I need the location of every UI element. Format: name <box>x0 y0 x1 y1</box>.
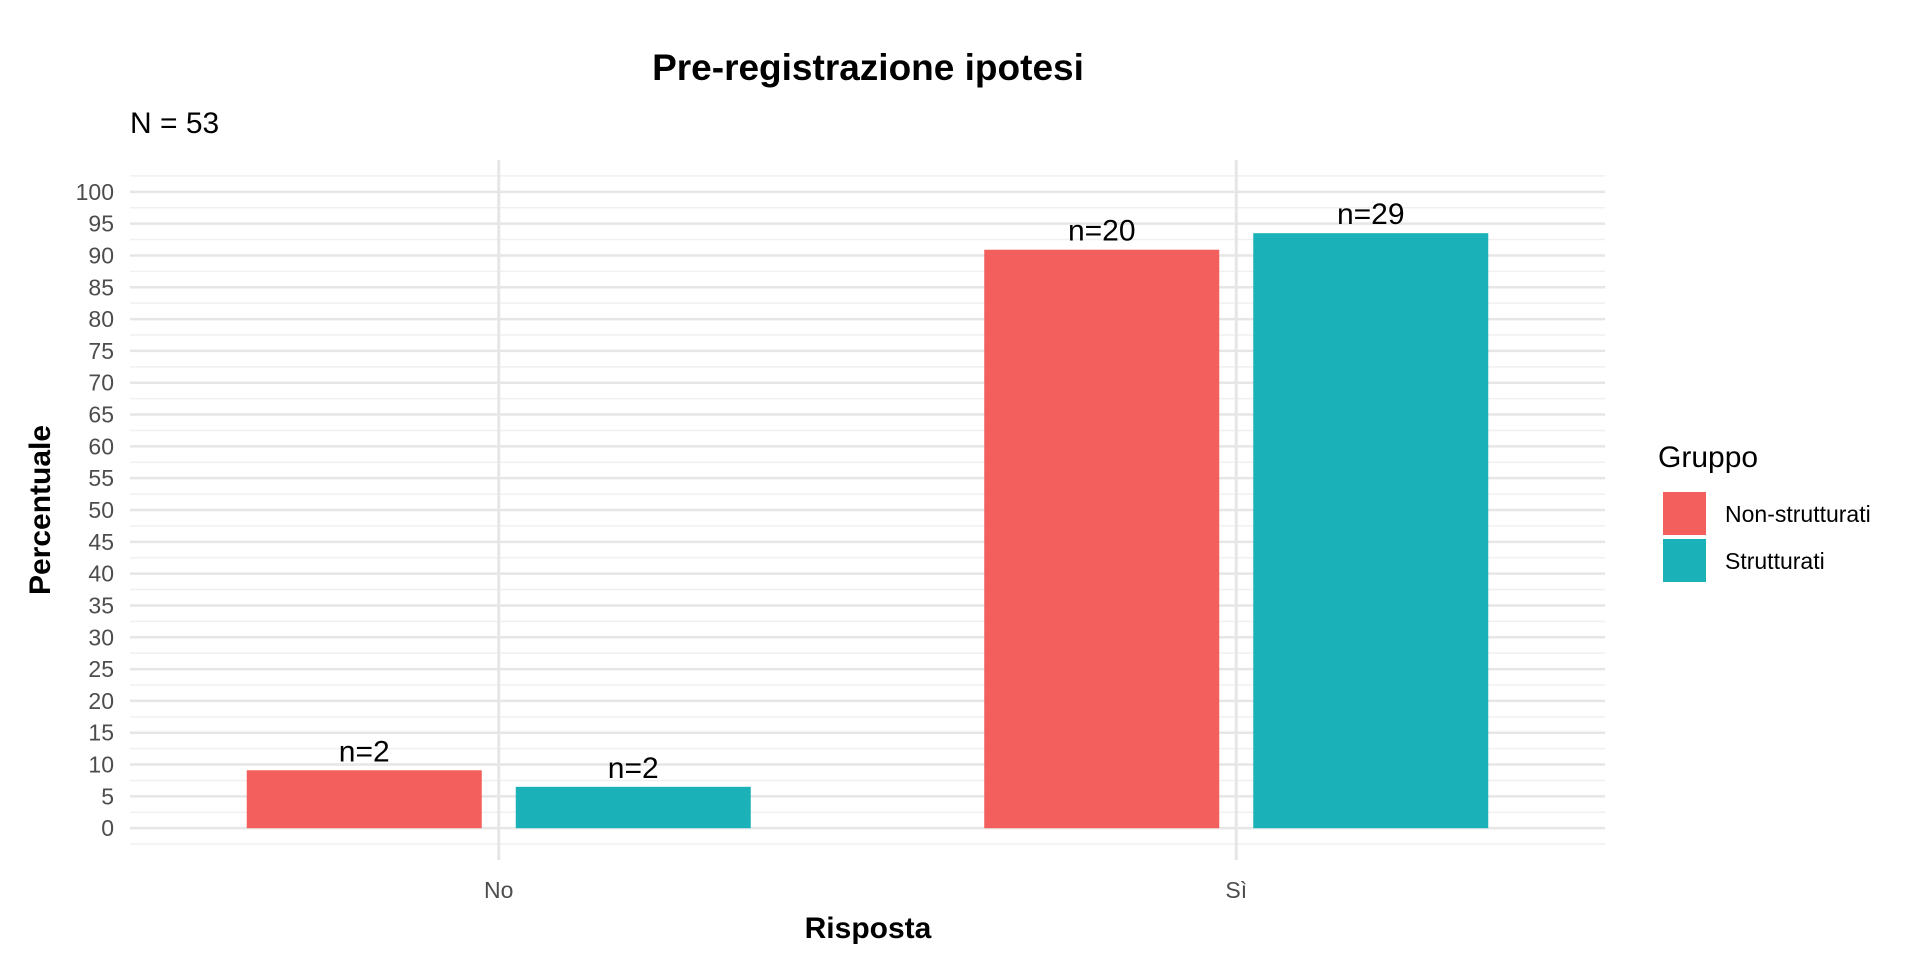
y-tick-label: 50 <box>88 497 114 523</box>
legend-label: Strutturati <box>1725 548 1825 574</box>
y-tick-label: 10 <box>88 752 114 778</box>
y-tick-label: 80 <box>88 306 114 332</box>
y-tick-label: 85 <box>88 274 114 300</box>
y-axis-ticks: 0 5 10 15 20 25 30 35 40 45 50 55 60 65 70 75 80 85 90 95 10… <box>76 179 114 841</box>
y-tick-label: 95 <box>88 211 114 237</box>
legend-label: Non-strutturati <box>1725 501 1871 527</box>
y-tick-label: 25 <box>88 656 114 682</box>
y-tick-label: 70 <box>88 370 114 396</box>
y-tick-label: 75 <box>88 338 114 364</box>
bars <box>246 233 1489 829</box>
bar-labels: n=2 n=20 n=2 n=29 <box>339 198 1405 785</box>
y-tick-label: 90 <box>88 242 114 268</box>
bar <box>1253 233 1489 829</box>
x-tick-label: Sì <box>1225 877 1247 903</box>
x-tick-label: No <box>484 877 513 903</box>
data-label: n=2 <box>339 735 390 768</box>
data-label: n=20 <box>1068 215 1136 248</box>
bar <box>246 770 482 829</box>
y-tick-label: 40 <box>88 561 114 587</box>
y-tick-label: 5 <box>101 783 114 809</box>
chart-subtitle: N = 53 <box>130 107 219 140</box>
data-label: n=29 <box>1337 198 1405 231</box>
legend-title: Gruppo <box>1658 441 1758 474</box>
y-tick-label: 60 <box>88 433 114 459</box>
legend-key <box>1663 492 1706 535</box>
y-tick-label: 15 <box>88 720 114 746</box>
y-tick-label: 35 <box>88 592 114 618</box>
y-axis-title: Percentuale <box>24 425 57 595</box>
y-tick-label: 45 <box>88 529 114 555</box>
data-label: n=2 <box>608 752 659 785</box>
bar <box>515 786 751 829</box>
chart-title: Pre-registrazione ipotesi <box>652 47 1084 88</box>
y-tick-label: 0 <box>101 815 114 841</box>
x-axis-title: Risposta <box>805 912 932 945</box>
y-tick-label: 30 <box>88 624 114 650</box>
y-tick-label: 20 <box>88 688 114 714</box>
y-tick-label: 100 <box>76 179 114 205</box>
x-axis-ticks: No Sì <box>484 877 1247 903</box>
bar <box>984 249 1220 829</box>
y-tick-label: 55 <box>88 465 114 491</box>
legend-key <box>1663 539 1706 582</box>
y-tick-label: 65 <box>88 402 114 428</box>
legend: Gruppo Non-strutturati Strutturati <box>1658 441 1871 582</box>
